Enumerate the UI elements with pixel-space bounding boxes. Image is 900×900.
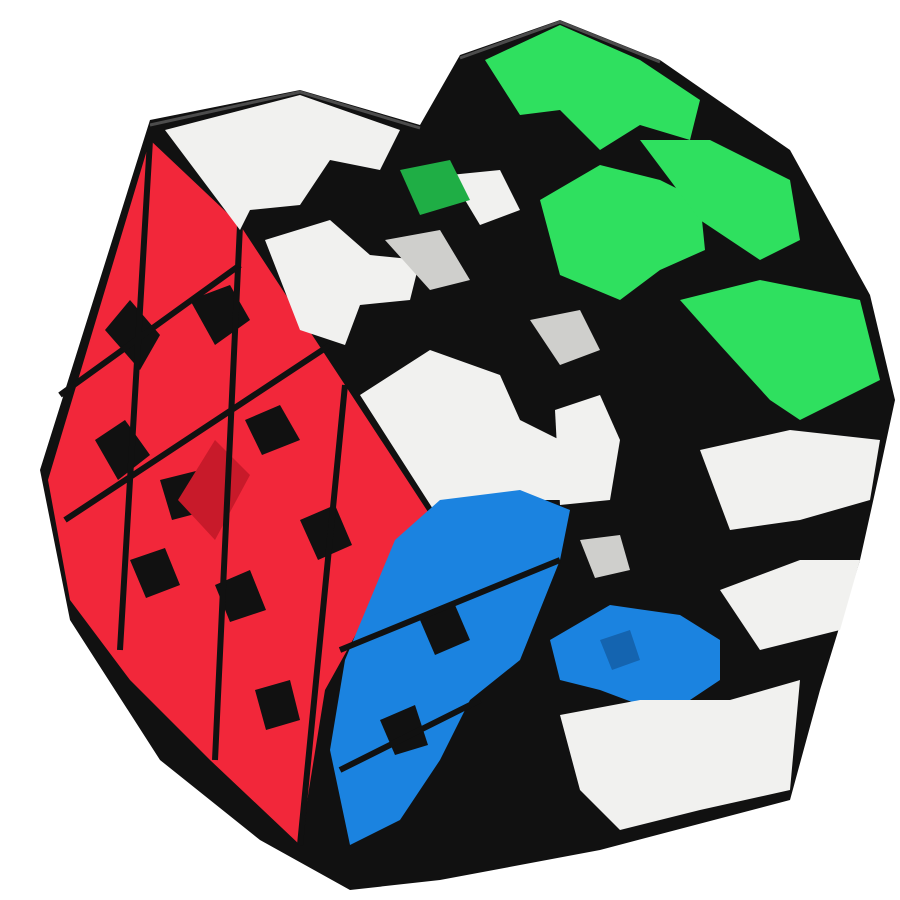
white-top-piece — [165, 95, 400, 230]
blue-face — [330, 490, 720, 845]
white-top-piece — [450, 170, 520, 225]
green-piece-small — [400, 160, 470, 215]
blue-gear-tooth — [600, 630, 640, 670]
red-gear-gap — [300, 505, 352, 560]
red-gear-gap — [95, 420, 150, 480]
red-center-diamond — [178, 440, 250, 540]
blue-gear-gap — [420, 605, 470, 655]
red-face — [48, 139, 430, 846]
white-right-piece — [720, 560, 860, 650]
green-piece-middle — [540, 165, 705, 300]
white-top-piece — [265, 220, 420, 345]
blue-seam — [338, 557, 562, 773]
green-piece-right — [640, 140, 800, 260]
edge-highlight — [149, 20, 661, 130]
white-right-face — [530, 310, 880, 830]
white-top-face — [165, 95, 580, 520]
red-gear-gap — [105, 300, 160, 370]
red-seam — [58, 139, 348, 846]
green-piece-top — [485, 25, 700, 150]
red-gear-gap — [255, 680, 300, 730]
red-gear-gap — [215, 570, 266, 622]
red-gear-gap — [130, 548, 180, 598]
green-face — [400, 25, 880, 420]
white-right-piece — [700, 430, 880, 530]
white-right-piece — [580, 535, 630, 578]
red-gear-gap — [245, 405, 300, 455]
white-right-piece — [530, 310, 600, 365]
white-right-piece — [560, 680, 800, 830]
white-right-piece — [555, 395, 620, 505]
white-top-piece — [360, 350, 580, 520]
white-top-piece — [385, 230, 470, 290]
green-piece-lower — [680, 280, 880, 420]
